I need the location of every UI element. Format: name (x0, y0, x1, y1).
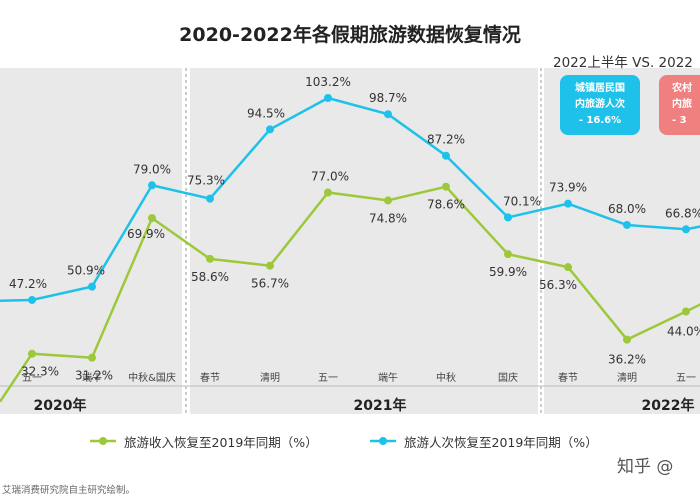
data-label-visits: 103.2% (305, 75, 351, 89)
data-point-revenue (206, 254, 214, 263)
data-point-revenue (324, 188, 332, 197)
data-point-revenue (148, 214, 156, 223)
data-label-visits: 70.1% (503, 194, 541, 208)
urban-badge: 城镇居民国 内旅游人次 - 16.6% (560, 75, 640, 135)
watermark: 知乎 @ (617, 457, 674, 477)
data-label-revenue: 59.9% (489, 265, 527, 279)
data-point-visits (442, 151, 450, 160)
data-label-visits: 79.0% (133, 162, 171, 176)
data-label-revenue: 77.0% (311, 169, 349, 183)
data-point-visits (564, 199, 572, 208)
data-label-visits: 87.2% (427, 133, 465, 147)
x-tick-label: 中秋 (436, 371, 456, 384)
legend-item-revenue: 旅游收入恢复至2019年同期（%） (90, 430, 318, 452)
rural-badge-line1: 农村 (672, 83, 692, 94)
data-label-revenue: 36.2% (608, 353, 646, 367)
legend-revenue-marker (90, 437, 116, 445)
data-point-revenue (682, 307, 690, 316)
data-label-revenue: 56.3% (539, 278, 577, 292)
x-tick-label: 五一 (22, 373, 42, 384)
urban-badge-line2: 内旅游人次 (575, 99, 625, 110)
x-tick-label: 中秋&国庆 (128, 371, 176, 384)
data-label-visits: 47.2% (9, 277, 47, 291)
legend-visits-label: 旅游人次恢复至2019年同期（%） (404, 434, 598, 450)
data-label-visits: 50.9% (67, 264, 105, 278)
urban-badge-value: - 16.6% (578, 115, 622, 126)
year-label: 2022年 (642, 397, 695, 414)
chart-title: 2020-2022年各假期旅游数据恢复情况 (179, 24, 521, 46)
x-tick-label: 五一 (318, 373, 338, 384)
source-note: 艾瑞消费研究院自主研究绘制。 (2, 485, 136, 496)
x-tick-label: 春节 (200, 372, 220, 384)
data-label-visits: 73.9% (549, 181, 587, 195)
data-point-revenue (384, 196, 392, 205)
line-chart: 2020年 2021年 2022年 五一 端午 中秋&国庆 春节 清明 五一 端午 中秋 国庆 春节 清明… (0, 68, 700, 414)
x-tick-label: 清明 (260, 371, 280, 384)
data-label-visits: 66.8% (665, 206, 700, 220)
data-point-visits (682, 225, 690, 234)
year-label: 2021年 (354, 397, 407, 414)
year-panel-2 (190, 68, 538, 414)
data-label-revenue: 74.8% (369, 211, 407, 225)
data-label-visits: 98.7% (369, 91, 407, 105)
data-label-revenue: 58.6% (191, 270, 229, 284)
data-point-visits (266, 125, 274, 134)
data-label-visits: 75.3% (187, 174, 225, 188)
data-point-revenue (442, 182, 450, 191)
data-point-revenue (564, 263, 572, 272)
data-point-revenue (266, 261, 274, 270)
urban-badge-line1: 城镇居民国 (575, 83, 625, 94)
data-point-revenue (88, 353, 96, 362)
data-point-visits (206, 194, 214, 203)
rural-badge: 农村 内旅 - 3 (659, 75, 700, 135)
data-point-visits (623, 220, 631, 229)
legend-revenue-label: 旅游收入恢复至2019年同期（%） (124, 434, 318, 450)
data-point-revenue (623, 335, 631, 344)
legend-item-visits: 旅游人次恢复至2019年同期（%） (370, 430, 598, 452)
x-tick-label: 国庆 (498, 371, 518, 384)
data-label-visits: 94.5% (247, 106, 285, 120)
data-label-revenue: 44.0% (667, 325, 700, 339)
legend-visits-marker (370, 437, 396, 445)
data-label-revenue: 31.2% (75, 369, 113, 383)
x-tick-label: 端午 (82, 371, 102, 384)
data-label-revenue: 78.6% (427, 198, 465, 212)
x-tick-label: 五一 (676, 373, 696, 384)
comparison-label: 2022上半年 VS. 2022 (553, 55, 693, 71)
data-label-revenue: 56.7% (251, 277, 289, 291)
data-point-revenue (28, 349, 36, 358)
x-tick-label: 清明 (617, 371, 637, 384)
data-point-visits (28, 295, 36, 304)
rural-badge-line2: 内旅 (672, 99, 692, 110)
data-point-visits (504, 213, 512, 222)
x-tick-label: 端午 (378, 371, 398, 384)
data-point-visits (324, 94, 332, 102)
series-line-visits (0, 96, 700, 302)
data-point-visits (148, 181, 156, 190)
rural-badge-value: - 3 (672, 115, 687, 126)
series-line-revenue (0, 185, 700, 403)
data-point-revenue (504, 250, 512, 259)
data-label-visits: 68.0% (608, 202, 646, 216)
chart-legend: 旅游收入恢复至2019年同期（%） 旅游人次恢复至2019年同期（%） (0, 430, 700, 452)
data-point-visits (88, 282, 96, 291)
data-label-revenue: 69.9% (127, 227, 165, 241)
x-tick-label: 春节 (558, 372, 578, 384)
data-label-revenue: 32.3% (21, 365, 59, 379)
year-label: 2020年 (34, 397, 87, 414)
data-point-visits (384, 110, 392, 119)
